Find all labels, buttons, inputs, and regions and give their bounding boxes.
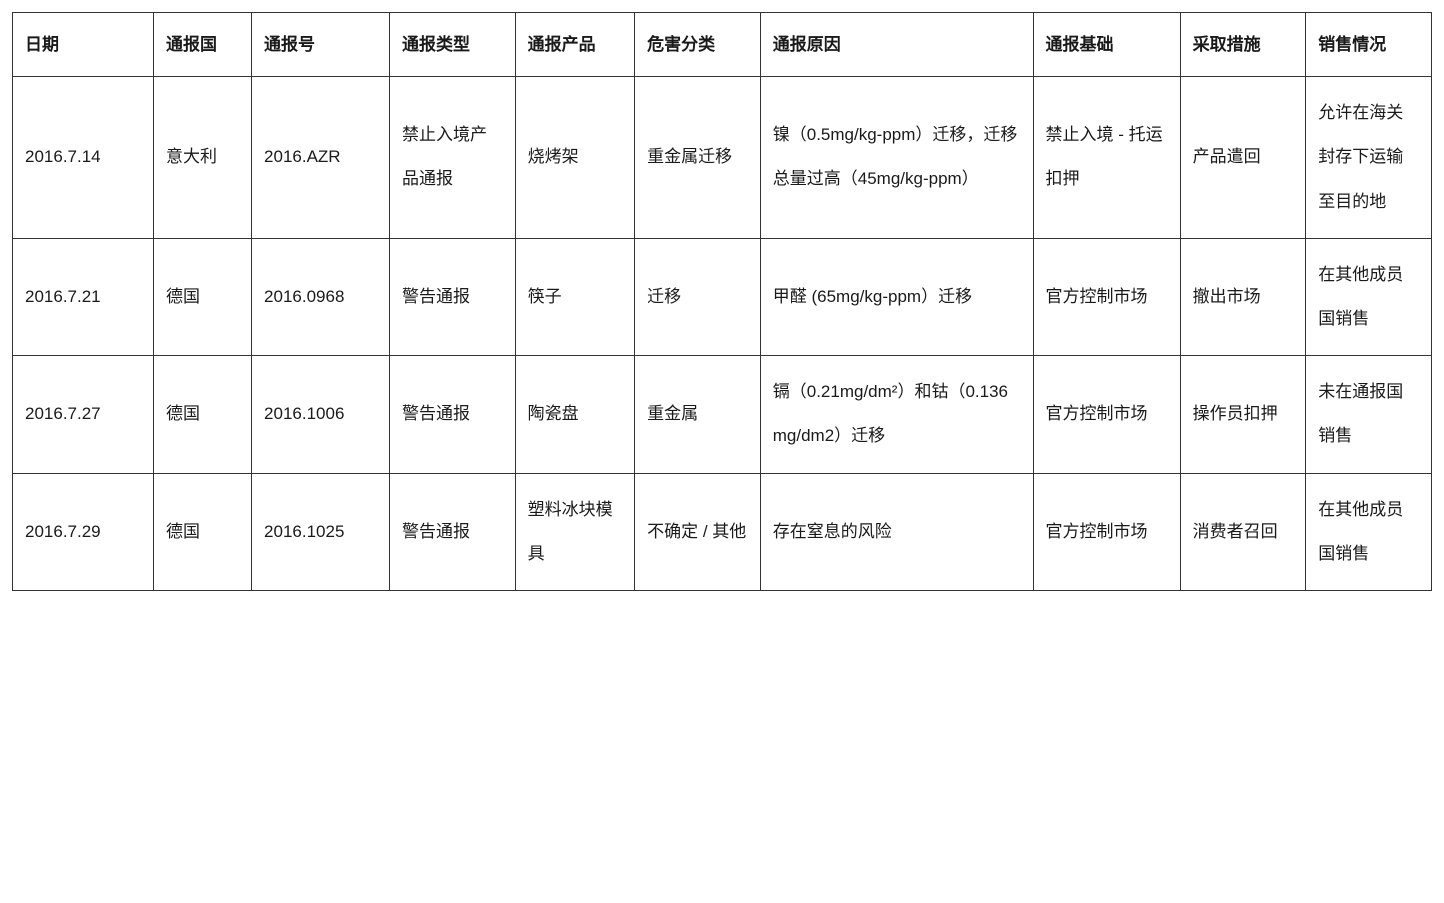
cell-country: 意大利 [153,77,251,239]
cell-date: 2016.7.29 [13,473,154,590]
cell-sales: 未在通报国销售 [1306,356,1432,473]
header-number: 通报号 [252,13,390,77]
cell-measure: 操作员扣押 [1180,356,1306,473]
table-row: 2016.7.21 德国 2016.0968 警告通报 筷子 迁移 甲醛 (65… [13,238,1432,355]
cell-measure: 撤出市场 [1180,238,1306,355]
header-row: 日期 通报国 通报号 通报类型 通报产品 危害分类 通报原因 通报基础 采取措施… [13,13,1432,77]
cell-reason: 镍（0.5mg/kg-ppm）迁移，迁移总量过高（45mg/kg-ppm） [760,77,1033,239]
cell-reason: 甲醛 (65mg/kg-ppm）迁移 [760,238,1033,355]
notification-table: 日期 通报国 通报号 通报类型 通报产品 危害分类 通报原因 通报基础 采取措施… [12,12,1432,591]
cell-hazard: 重金属迁移 [635,77,761,239]
cell-number: 2016.1025 [252,473,390,590]
cell-date: 2016.7.14 [13,77,154,239]
cell-type: 禁止入境产品通报 [389,77,515,239]
cell-basis: 官方控制市场 [1033,238,1180,355]
table-row: 2016.7.27 德国 2016.1006 警告通报 陶瓷盘 重金属 镉（0.… [13,356,1432,473]
cell-type: 警告通报 [389,238,515,355]
cell-measure: 消费者召回 [1180,473,1306,590]
cell-country: 德国 [153,238,251,355]
cell-hazard: 重金属 [635,356,761,473]
cell-date: 2016.7.27 [13,356,154,473]
header-basis: 通报基础 [1033,13,1180,77]
cell-hazard: 迁移 [635,238,761,355]
header-country: 通报国 [153,13,251,77]
header-hazard: 危害分类 [635,13,761,77]
header-sales: 销售情况 [1306,13,1432,77]
cell-sales: 在其他成员国销售 [1306,473,1432,590]
cell-product: 塑料冰块模具 [515,473,635,590]
table-row: 2016.7.29 德国 2016.1025 警告通报 塑料冰块模具 不确定 /… [13,473,1432,590]
cell-basis: 官方控制市场 [1033,356,1180,473]
cell-product: 筷子 [515,238,635,355]
cell-country: 德国 [153,356,251,473]
cell-reason: 存在窒息的风险 [760,473,1033,590]
cell-sales: 在其他成员国销售 [1306,238,1432,355]
cell-sales: 允许在海关封存下运输至目的地 [1306,77,1432,239]
cell-basis: 官方控制市场 [1033,473,1180,590]
cell-hazard: 不确定 / 其他 [635,473,761,590]
cell-reason: 镉（0.21mg/dm²）和钴（0.136mg/dm2）迁移 [760,356,1033,473]
table-row: 2016.7.14 意大利 2016.AZR 禁止入境产品通报 烧烤架 重金属迁… [13,77,1432,239]
table-header: 日期 通报国 通报号 通报类型 通报产品 危害分类 通报原因 通报基础 采取措施… [13,13,1432,77]
cell-type: 警告通报 [389,356,515,473]
header-product: 通报产品 [515,13,635,77]
header-measure: 采取措施 [1180,13,1306,77]
cell-measure: 产品遣回 [1180,77,1306,239]
cell-number: 2016.0968 [252,238,390,355]
cell-type: 警告通报 [389,473,515,590]
header-type: 通报类型 [389,13,515,77]
header-date: 日期 [13,13,154,77]
table-body: 2016.7.14 意大利 2016.AZR 禁止入境产品通报 烧烤架 重金属迁… [13,77,1432,591]
cell-product: 烧烤架 [515,77,635,239]
cell-number: 2016.AZR [252,77,390,239]
cell-country: 德国 [153,473,251,590]
cell-date: 2016.7.21 [13,238,154,355]
cell-number: 2016.1006 [252,356,390,473]
cell-basis: 禁止入境 - 托运扣押 [1033,77,1180,239]
header-reason: 通报原因 [760,13,1033,77]
cell-product: 陶瓷盘 [515,356,635,473]
